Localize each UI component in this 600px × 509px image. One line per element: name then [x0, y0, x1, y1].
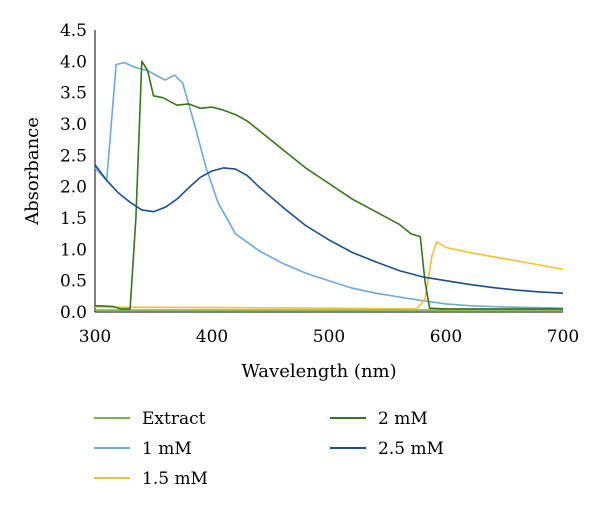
- y-tick-label: 1.5: [60, 209, 87, 229]
- y-axis-title: Absorbance: [22, 117, 43, 226]
- legend: Extract 1 mM 1.5 mM 2 mM 2.5 mM: [94, 409, 444, 489]
- legend-item: 2 mM: [330, 409, 428, 429]
- x-axis-tick-labels: 300 400 500 600 700: [79, 327, 579, 347]
- legend-item: 1.5 mM: [94, 469, 208, 489]
- y-tick-label: 0.0: [60, 303, 87, 323]
- legend-label: 1.5 mM: [142, 469, 208, 489]
- legend-item: 1 mM: [94, 439, 192, 459]
- series-line-2-mm: [94, 60, 563, 310]
- y-tick-label: 3.5: [60, 84, 87, 104]
- series-line-2_5-mm: [94, 164, 564, 294]
- legend-label: 2.5 mM: [378, 439, 444, 459]
- legend-item: 2.5 mM: [330, 439, 444, 459]
- y-axis-tick-labels: 0.0 0.5 1.0 1.5 2.0 2.5 3.0 3.5 4.0 4.5: [60, 21, 87, 323]
- y-tick-label: 4.5: [60, 21, 87, 41]
- y-tick-label: 2.0: [60, 178, 87, 198]
- series-line-1-mm: [94, 61, 564, 309]
- y-tick-label: 1.0: [60, 240, 87, 260]
- x-tick-label: 300: [79, 327, 111, 347]
- y-tick-label: 0.5: [60, 272, 87, 292]
- y-tick-label: 2.5: [60, 146, 87, 166]
- legend-item: Extract: [94, 409, 206, 429]
- x-tick-label: 400: [196, 327, 228, 347]
- y-tick-label: 4.0: [60, 52, 87, 72]
- x-axis-title: Wavelength (nm): [241, 361, 396, 382]
- x-tick-label: 700: [547, 327, 579, 347]
- x-tick-label: 500: [313, 327, 345, 347]
- series-line-1_5-mm: [94, 241, 564, 310]
- legend-label: 2 mM: [378, 409, 428, 429]
- legend-label: 1 mM: [142, 439, 192, 459]
- legend-label: Extract: [142, 409, 206, 429]
- x-tick-label: 600: [430, 327, 462, 347]
- plot-area: [94, 30, 563, 313]
- y-tick-label: 3.0: [60, 115, 87, 135]
- series-lines: [94, 60, 564, 311]
